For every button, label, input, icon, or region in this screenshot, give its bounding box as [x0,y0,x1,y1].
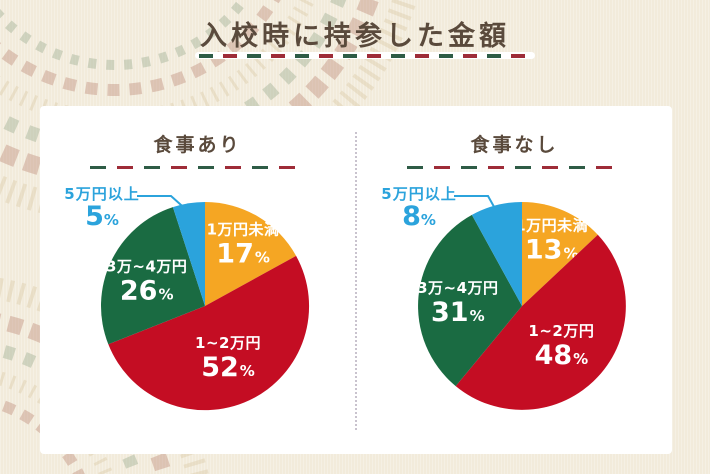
slice-value: 17% [216,239,270,270]
panel-underline-dashes [89,166,306,169]
callout-value-suffix: % [103,211,119,229]
callout-50k-plus: 5万円以上 8% [373,183,465,233]
pie-slice [172,202,205,306]
callout-value-number: 5 [85,201,104,232]
slice-label: 3万~4万円 [106,258,187,276]
callout-label: 5万円以上 [381,185,457,203]
slice-label: 1万円未満 [207,221,280,239]
callout-value: 8% [373,201,465,233]
callout-leader-line [454,195,500,216]
slice-label: 1~2万円 [528,322,594,340]
pie-panel-without-meals: 食事なし 5万円以上 8% 1万円未満 13% 1~2万円 48% 3万~4万円 31% [357,106,672,454]
slice-label: 1~2万円 [195,334,261,352]
panel-title-with-meals: 食事あり [153,134,242,156]
pie-slice [205,202,297,306]
pie-slice [100,207,205,345]
vertical-divider [355,132,357,430]
callout-50k-plus: 5万円以上 5% [56,183,148,233]
pie-slice [522,202,598,306]
slice-value: 48% [535,340,589,371]
chart-card: 食事あり 5万円以上 5% 1万円未満 17% 1~2万円 52% 3万~4万円 26% … [40,106,672,454]
callout-leader-line [137,195,191,214]
page-title: 入校時に持参した金額 [200,21,510,52]
callout-value: 5% [56,201,148,233]
slice-label: 1万円未満 [515,216,588,234]
page-header: 入校時に持参した金額 [0,14,710,53]
callout-value-suffix: % [420,211,436,229]
pie-slice [108,255,310,411]
pie-slice [471,202,522,306]
panel-title-without-meals: 食事なし [470,134,559,156]
pie-slice [455,234,626,410]
panel-underline-dashes [406,166,623,169]
callout-label: 5万円以上 [64,185,140,203]
pie-panel-with-meals: 食事あり 5万円以上 5% 1万円未満 17% 1~2万円 52% 3万~4万円 26% [40,106,355,454]
callout-value-number: 8 [402,201,421,232]
title-underline-dashes [195,52,535,59]
pie-slice [418,214,522,387]
slice-label: 3万~4万円 [417,279,498,297]
